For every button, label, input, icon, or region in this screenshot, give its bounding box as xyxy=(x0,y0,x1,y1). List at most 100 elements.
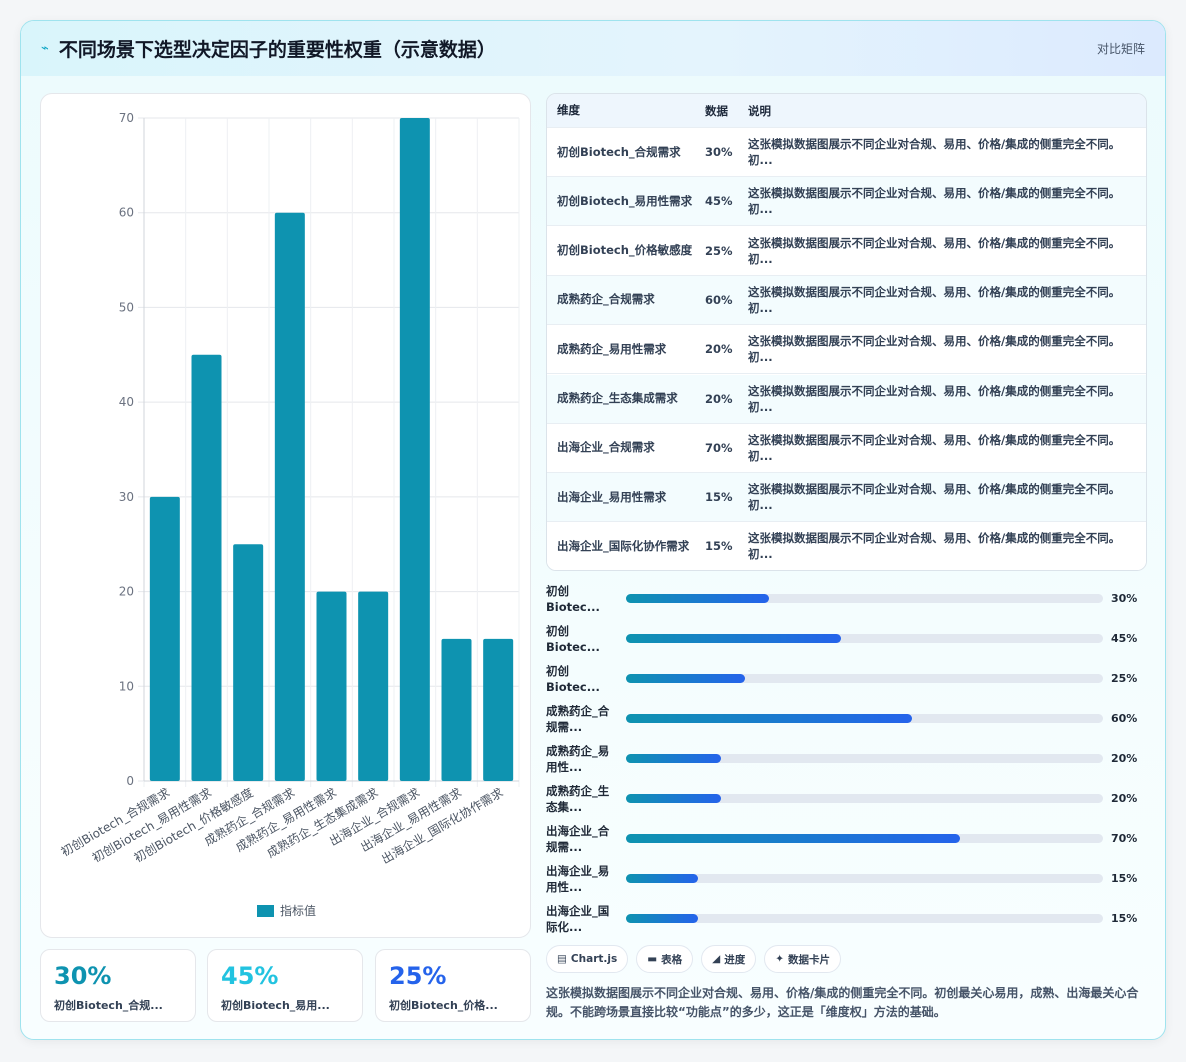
progress-label: 初创Biotec... xyxy=(546,664,600,694)
row-dimension: 成熟药企_生态集成需求 xyxy=(557,391,678,405)
y-tick-label: 60 xyxy=(119,206,134,220)
row-description: 这张模拟数据图展示不同企业对合规、易用、价格/集成的侧重完全不同。初... xyxy=(748,531,1121,562)
row-description: 这张模拟数据图展示不同企业对合规、易用、价格/集成的侧重完全不同。初... xyxy=(748,186,1121,217)
header-description: 说明 xyxy=(748,103,771,118)
progress-fill xyxy=(626,874,698,883)
progress-fill xyxy=(626,634,841,643)
pill-icon: ✦ xyxy=(775,953,785,965)
progress-track xyxy=(626,674,1103,683)
progress-row: 成熟药企_合规需... 60% xyxy=(546,701,1147,741)
progress-label: 初创Biotec... xyxy=(546,584,600,614)
progress-value: 70% xyxy=(1111,832,1138,845)
progress-row: 出海企业_合规需... 70% xyxy=(546,821,1147,861)
progress-list: 初创Biotec... 30% 初创Biotec... 45% 初创Biotec... 2… xyxy=(546,581,1147,941)
progress-track xyxy=(626,914,1103,923)
bar[interactable] xyxy=(441,638,472,781)
progress-row: 出海企业_易用性... 15% xyxy=(546,861,1147,901)
stat-card: 45% 初创Biotech_易用... xyxy=(207,949,363,1022)
progress-value: 30% xyxy=(1111,592,1138,605)
row-value: 30% xyxy=(705,145,733,159)
row-description: 这张模拟数据图展示不同企业对合规、易用、价格/集成的侧重完全不同。初... xyxy=(748,334,1121,365)
progress-track xyxy=(626,754,1103,763)
bar[interactable] xyxy=(274,212,305,781)
progress-value: 20% xyxy=(1111,792,1138,805)
matrix-tag[interactable]: 对比矩阵 xyxy=(1096,42,1145,56)
bar[interactable] xyxy=(399,118,430,781)
y-tick-label: 20 xyxy=(119,585,134,599)
progress-row: 初创Biotec... 25% xyxy=(546,661,1147,701)
progress-fill xyxy=(626,794,722,803)
row-description: 这张模拟数据图展示不同企业对合规、易用、价格/集成的侧重完全不同。初... xyxy=(748,284,1121,315)
pill-icon: ◢ xyxy=(712,953,721,965)
table-row: 成熟药企_合规需求 60% 这张模拟数据图展示不同企业对合规、易用、价格/集成的侧重… xyxy=(547,275,1146,325)
progress-fill xyxy=(626,754,722,763)
header-value: 数据 xyxy=(705,103,728,118)
view-pill[interactable]: ◢ 进度 xyxy=(701,945,757,973)
view-pill[interactable]: ✦ 数据卡片 xyxy=(764,945,842,973)
progress-label: 成熟药企_合规需... xyxy=(546,704,610,734)
legend-swatch[interactable] xyxy=(257,905,274,917)
progress-fill xyxy=(626,594,770,603)
header-dimension: 维度 xyxy=(557,103,580,117)
row-description: 这张模拟数据图展示不同企业对合规、易用、价格/集成的侧重完全不同。初... xyxy=(748,383,1121,414)
row-value: 20% xyxy=(705,342,733,357)
progress-value: 15% xyxy=(1111,912,1138,925)
row-value: 20% xyxy=(705,391,733,406)
progress-label: 出海企业_易用性... xyxy=(546,864,610,894)
progress-label: 初创Biotec... xyxy=(546,624,600,654)
pill-label: 表格 xyxy=(661,953,683,966)
table-row: 初创Biotech_易用性需求 45% 这张模拟数据图展示不同企业对合规、易用、价格… xyxy=(547,177,1146,227)
pill-label: 数据卡片 xyxy=(788,953,831,966)
view-pills: ▤ Chart.js ▬ 表格 ◢ 进度 ✦ 数据卡片 xyxy=(546,945,842,973)
stat-value: 30% xyxy=(54,962,112,990)
stat-label: 初创Biotech_合规... xyxy=(54,999,163,1012)
bar[interactable] xyxy=(483,638,514,781)
row-dimension: 出海企业_国际化协作需求 xyxy=(557,538,690,553)
flash-icon: ⌁ xyxy=(41,41,49,56)
stat-card: 25% 初创Biotech_价格... xyxy=(375,949,531,1022)
progress-fill xyxy=(626,914,698,923)
progress-row: 成熟药企_易用性... 20% xyxy=(546,741,1147,781)
progress-value: 25% xyxy=(1111,672,1138,685)
row-dimension: 成熟药企_合规需求 xyxy=(557,292,655,307)
row-description: 这张模拟数据图展示不同企业对合规、易用、价格/集成的侧重完全不同。初... xyxy=(748,432,1121,463)
y-tick-label: 30 xyxy=(119,490,134,504)
pill-icon: ▬ xyxy=(647,953,658,965)
progress-label: 出海企业_合规需... xyxy=(546,824,610,854)
row-value: 45% xyxy=(705,194,733,209)
row-value: 25% xyxy=(705,243,733,258)
progress-row: 初创Biotec... 30% xyxy=(546,581,1147,621)
summary-note: 这张模拟数据图展示不同企业对合规、易用、价格/集成的侧重完全不同。初创最关心易用… xyxy=(546,986,1139,1019)
progress-track xyxy=(626,594,1103,603)
page-title: 不同场景下选型决定因子的重要性权重（示意数据） xyxy=(58,39,496,61)
bar[interactable] xyxy=(149,496,180,781)
table-row: 出海企业_国际化协作需求 15% 这张模拟数据图展示不同企业对合规、易用、价格/集成… xyxy=(547,522,1146,570)
view-pill[interactable]: ▤ Chart.js xyxy=(546,945,629,973)
pill-label: 进度 xyxy=(724,953,746,966)
bar[interactable] xyxy=(358,591,389,781)
y-tick-label: 10 xyxy=(119,679,134,693)
data-table: 维度 数据 说明 初创Biotech_合规需求 30% 这张模拟数据图展示不同企业对… xyxy=(546,93,1147,571)
progress-value: 20% xyxy=(1111,752,1138,765)
y-tick-label: 50 xyxy=(119,300,134,314)
bar[interactable] xyxy=(233,544,264,781)
progress-fill xyxy=(626,714,913,723)
table-row: 出海企业_易用性需求 15% 这张模拟数据图展示不同企业对合规、易用、价格/集成的侧… xyxy=(547,473,1146,523)
stat-value: 25% xyxy=(389,962,447,990)
header: ⌁ 不同场景下选型决定因子的重要性权重（示意数据） 对比矩阵 xyxy=(21,21,1165,76)
legend-label[interactable]: 指标值 xyxy=(280,903,316,918)
bar[interactable] xyxy=(191,354,222,781)
row-dimension: 出海企业_合规需求 xyxy=(557,440,655,455)
stat-label: 初创Biotech_易用... xyxy=(221,999,330,1012)
progress-track xyxy=(626,834,1103,843)
table-row: 初创Biotech_合规需求 30% 这张模拟数据图展示不同企业对合规、易用、价格/… xyxy=(547,128,1146,177)
progress-row: 成熟药企_生态集... 20% xyxy=(546,781,1147,821)
stat-card: 30% 初创Biotech_合规... xyxy=(40,949,196,1022)
bar[interactable] xyxy=(316,591,347,781)
table-header: 维度 数据 说明 xyxy=(547,94,1146,128)
view-pill[interactable]: ▬ 表格 xyxy=(636,945,694,973)
progress-label: 出海企业_国际化... xyxy=(546,904,610,934)
row-dimension: 初创Biotech_价格敏感度 xyxy=(557,243,693,258)
stat-label: 初创Biotech_价格... xyxy=(389,999,498,1012)
progress-track xyxy=(626,794,1103,803)
